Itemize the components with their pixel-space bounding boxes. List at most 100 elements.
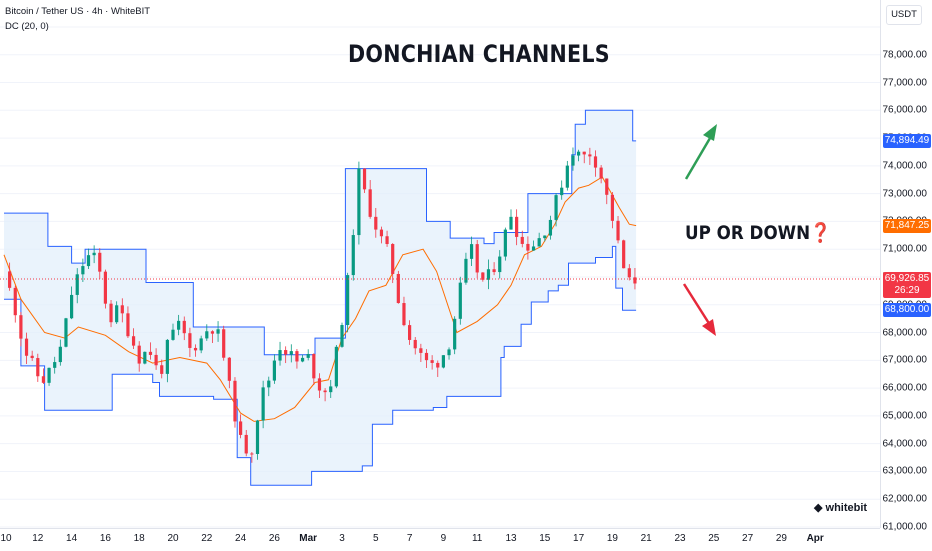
- candle-body: [53, 362, 57, 368]
- candle-body: [70, 294, 74, 319]
- candle-body: [222, 329, 226, 358]
- candle-body: [98, 252, 102, 272]
- candle-body: [154, 354, 158, 366]
- candle-body: [374, 216, 378, 230]
- candle-body: [368, 189, 372, 217]
- candle-body: [616, 220, 620, 241]
- candle-body: [565, 165, 569, 188]
- candle-body: [622, 240, 626, 269]
- bar-countdown: 26:29: [894, 285, 920, 296]
- candle-body: [64, 318, 68, 347]
- candle-body: [216, 329, 220, 334]
- whitebit-logo: ◆ whitebit: [814, 501, 867, 514]
- candle-body: [317, 378, 322, 391]
- symbol-title[interactable]: Bitcoin / Tether US · 4h · WhiteBIT: [5, 6, 151, 17]
- candle-body: [582, 151, 586, 155]
- candle-body: [131, 336, 136, 346]
- price-tick-label: 68,000.00: [882, 327, 928, 339]
- candle-body: [58, 346, 62, 363]
- candle-body: [103, 271, 107, 304]
- last-price-tag: 69,926.85 26:29: [883, 272, 931, 298]
- price-tick-label: 73,000.00: [882, 188, 928, 200]
- candle-body: [289, 351, 293, 355]
- price-tick-label: 77,000.00: [882, 77, 928, 89]
- candle-body: [295, 351, 299, 362]
- candle-body: [334, 346, 338, 387]
- time-tick-label: 21: [640, 533, 652, 544]
- candle-body: [571, 155, 575, 166]
- candle-body: [165, 339, 169, 374]
- candle-body: [396, 273, 400, 304]
- donchian-basis-line: [3, 176, 637, 422]
- candle-body: [255, 420, 260, 454]
- candle-body: [284, 350, 288, 355]
- candle-body: [492, 269, 496, 273]
- candle-body: [362, 168, 367, 190]
- indicator-label[interactable]: DC (20, 0): [5, 21, 49, 32]
- candle-body: [329, 386, 333, 393]
- candle-body: [81, 266, 85, 275]
- candle-body: [458, 282, 462, 319]
- candle-body: [177, 320, 181, 330]
- candle-body: [441, 355, 445, 368]
- candle-body: [8, 271, 12, 288]
- candle-body: [391, 244, 395, 274]
- candle-body: [408, 325, 412, 340]
- candle-body: [19, 315, 23, 339]
- candle-body: [210, 331, 215, 334]
- candle-body: [402, 303, 406, 326]
- candle-body: [577, 151, 581, 156]
- time-tick-label: 15: [539, 533, 551, 544]
- time-tick-label: 20: [167, 533, 179, 544]
- time-tick-label: 27: [742, 533, 754, 544]
- candle-body: [531, 246, 536, 251]
- price-axis[interactable]: 78,000.0077,000.0076,000.0075,000.0074,0…: [880, 0, 932, 533]
- candle-body: [312, 354, 316, 379]
- candle-body: [126, 313, 130, 337]
- candle-body: [475, 244, 479, 273]
- time-tick-label: 19: [606, 533, 618, 544]
- candle-body: [379, 229, 384, 237]
- candle-body: [120, 305, 124, 314]
- candle-body: [193, 347, 198, 351]
- candle-body: [143, 351, 147, 364]
- candle-body: [36, 358, 40, 377]
- candlestick-series: [8, 147, 637, 463]
- candle-body: [239, 421, 243, 435]
- candle-body: [486, 269, 491, 280]
- candle-body: [272, 360, 276, 381]
- time-tick-label: 25: [708, 533, 720, 544]
- candle-body: [75, 274, 79, 295]
- candle-body: [351, 235, 355, 276]
- candle-body: [199, 338, 203, 351]
- basis-price-tag: 71,847.25: [883, 218, 931, 233]
- candle-body: [182, 320, 186, 334]
- candle-body: [261, 387, 265, 421]
- candle-body: [160, 365, 164, 374]
- time-tick-label: 3: [339, 533, 345, 544]
- time-tick-label: 26: [268, 533, 280, 544]
- candle-body: [278, 350, 282, 361]
- time-tick-label: 29: [775, 533, 787, 544]
- currency-button[interactable]: USDT: [886, 5, 922, 25]
- time-axis[interactable]: 10 12 14 16 18 20 22 24 26 Mar 3 5 7 9 11 13 15 17 19 21 23 2…: [0, 528, 880, 551]
- candle-body: [306, 354, 310, 358]
- time-tick-label: 24: [235, 533, 247, 544]
- price-chart[interactable]: [0, 0, 880, 528]
- candle-body: [509, 216, 513, 230]
- candle-body: [588, 154, 592, 157]
- candle-body: [599, 167, 603, 179]
- time-tick-label: 23: [674, 533, 686, 544]
- time-tick-label: 11: [471, 533, 483, 544]
- candle-body: [385, 236, 389, 245]
- price-tick-label: 74,000.00: [882, 160, 928, 172]
- price-tick-label: 61,000.00: [882, 521, 928, 533]
- candle-body: [92, 252, 96, 256]
- candle-body: [627, 268, 631, 278]
- candle-body: [436, 362, 440, 368]
- time-tick-label: 7: [406, 533, 413, 544]
- candle-body: [137, 345, 141, 364]
- time-tick-label: 12: [32, 533, 44, 544]
- time-tick-label: 10: [0, 533, 12, 544]
- upper-band-price-tag: 74,894.49: [883, 134, 931, 148]
